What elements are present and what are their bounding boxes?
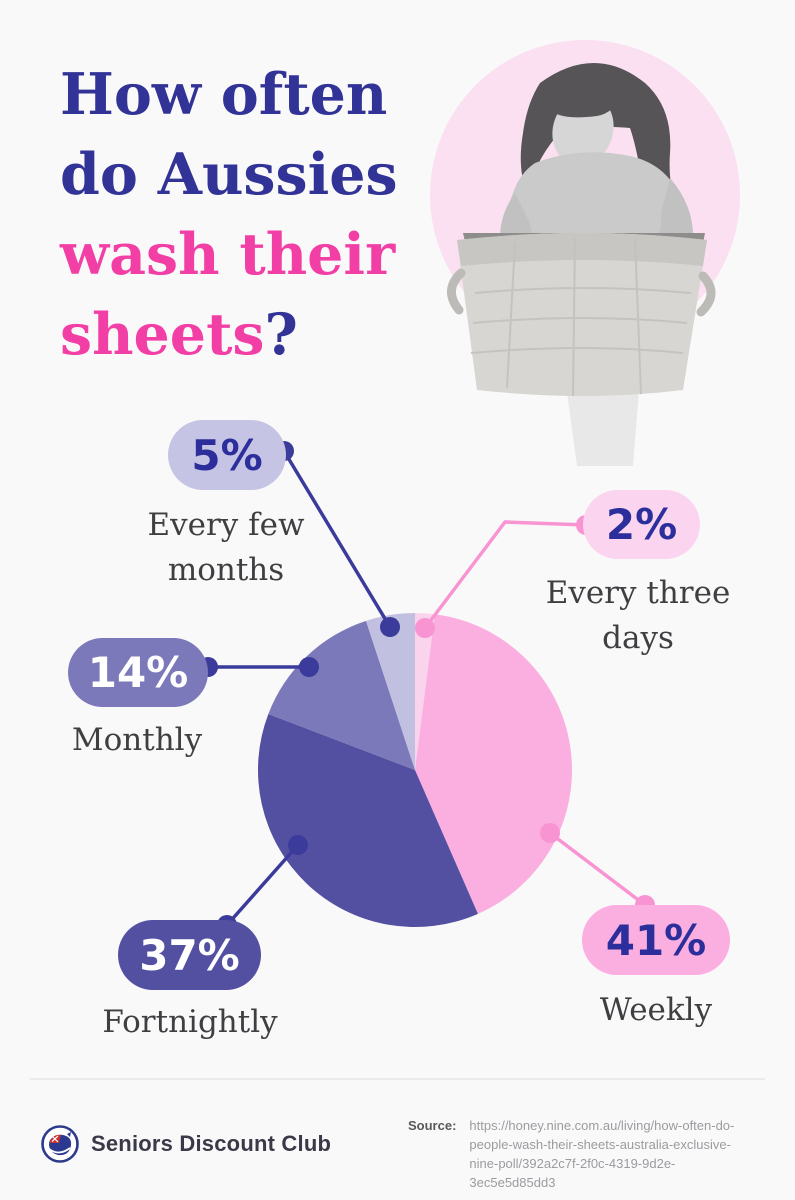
pie-chart	[258, 613, 573, 927]
logo-swoosh-arrow	[67, 1132, 71, 1137]
label-line: days	[602, 620, 674, 656]
basket-texture	[470, 237, 692, 397]
badge-every-few-months: 5%	[168, 420, 286, 490]
source-url-link[interactable]: https://honey.nine.com.au/living/how-oft…	[469, 1118, 735, 1190]
label-every-three-days: Every three days	[518, 571, 758, 661]
leader-line-every-three-days	[423, 520, 588, 630]
pie-slice-fortnightly	[258, 713, 478, 927]
basket-handle-left	[447, 268, 466, 315]
label-weekly: Weekly	[599, 992, 713, 1028]
source-label: Source:	[408, 1118, 457, 1133]
leader-line-every-few-months	[282, 449, 392, 629]
source: Source: https://honey.nine.com.au/living…	[408, 1116, 753, 1192]
pie-slice-every-few-months	[366, 613, 415, 770]
badge-value: 14%	[87, 648, 189, 697]
title-line-3: wash their	[60, 221, 396, 288]
badge-value: 5%	[191, 430, 263, 480]
badge-value: 37%	[139, 930, 240, 980]
leader-dot	[299, 657, 319, 677]
label-line: months	[167, 552, 285, 588]
badge-value: 2%	[605, 500, 678, 549]
brand-name: Seniors Discount Club	[91, 1131, 332, 1156]
label-line: Every three	[545, 575, 731, 611]
page-title: How often do Aussies wash their sheets?	[60, 55, 398, 375]
footer-divider	[30, 1078, 765, 1080]
woman-hair-front	[545, 75, 625, 118]
woman-legs	[565, 378, 640, 466]
leader-dot	[540, 823, 560, 843]
title-line-4: sheets?	[60, 301, 298, 368]
pie-slice-weekly	[415, 614, 573, 914]
leader-dot	[415, 618, 435, 638]
leader-dot	[380, 617, 400, 637]
badge-weekly: 41%	[582, 905, 730, 975]
leader-line-fortnightly	[225, 843, 300, 927]
label-line: Every few	[147, 507, 305, 543]
title-question-mark: ?	[264, 301, 298, 368]
woman-with-laundry-basket-photo	[447, 63, 716, 466]
basket-rim	[457, 233, 707, 266]
badge-value: 41%	[605, 915, 707, 965]
hero-illustration	[430, 40, 740, 466]
pie-slice-every-three-days	[415, 613, 435, 770]
logo-flag-cross	[51, 1135, 59, 1143]
logo-swoosh	[47, 1147, 71, 1154]
label-every-few-months: Every few months	[106, 503, 346, 593]
basket-handle-right	[696, 271, 716, 317]
badge-monthly: 14%	[68, 638, 208, 707]
label-fortnightly: Fortnightly	[102, 1004, 278, 1040]
seniors-discount-club-logo-icon	[41, 1125, 79, 1163]
title-line-1: How often	[60, 61, 388, 128]
badge-fortnightly: 37%	[118, 920, 261, 990]
leader-line-weekly	[548, 831, 647, 907]
badge-every-three-days: 2%	[583, 490, 700, 559]
title-line-2: do Aussies	[60, 141, 398, 208]
brand: Seniors Discount Club	[40, 1124, 331, 1164]
label-monthly: Monthly	[71, 722, 203, 758]
laundry-basket	[457, 233, 707, 396]
leader-dot	[288, 835, 308, 855]
